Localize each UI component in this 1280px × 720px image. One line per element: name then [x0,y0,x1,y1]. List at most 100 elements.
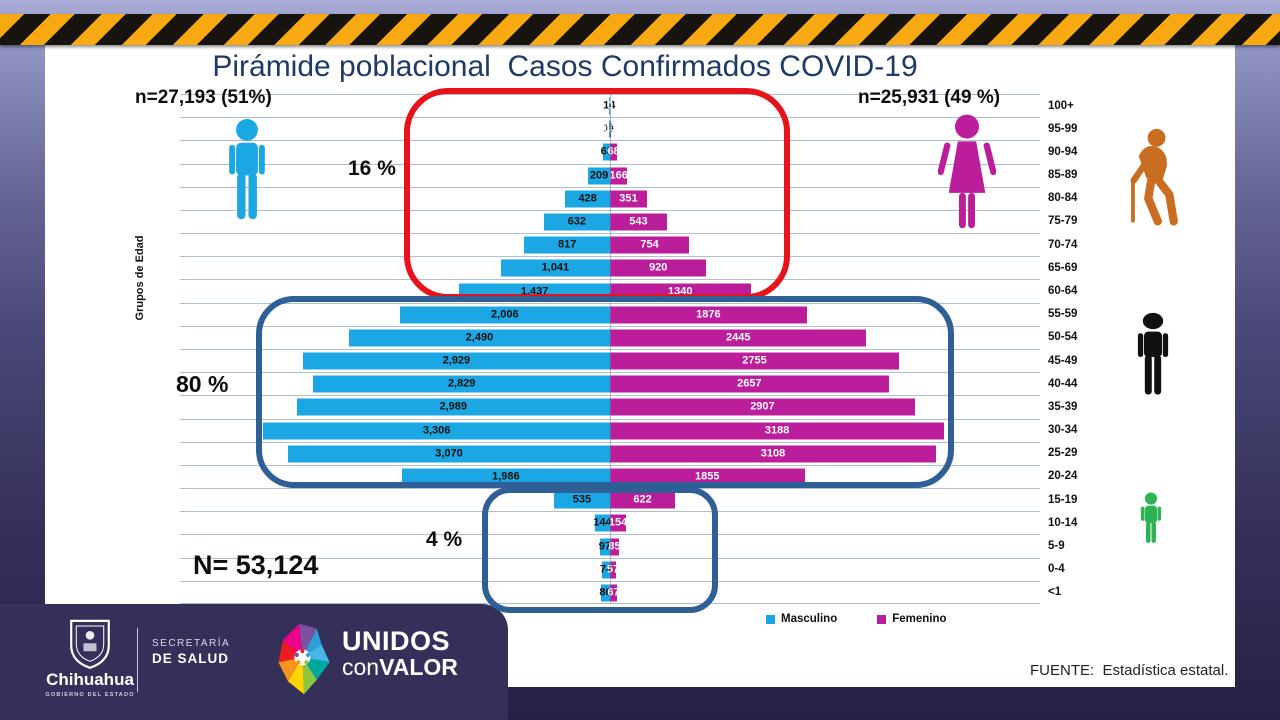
age-group-label: 35-39 [1048,400,1078,413]
footer-bar [0,604,508,720]
male-bar-value: 144 [593,516,612,529]
male-bar-value: 1,986 [492,470,520,483]
male-legend-label: Masculino [781,613,838,625]
age-group-label: 100+ [1048,99,1074,112]
female-bar: 754 [610,236,690,254]
legend-item-male: Masculino [766,613,837,625]
adult-icon [1137,312,1169,395]
brand-unidos: UNIDOS [342,626,451,656]
age-group-label: 75-79 [1048,215,1078,228]
male-bar-value: 3,070 [435,447,463,460]
male-bar-value: 2,490 [465,331,494,344]
age-group-label: 90-94 [1048,145,1078,158]
female-bar: 57 [606,561,620,579]
male-bar-value: 2,829 [447,377,476,390]
male-bar-value: 11 [604,121,616,138]
female-bar-value: 57 [606,563,620,576]
highlight-box-4pct [482,487,718,613]
male-bar-value: 817 [557,238,577,251]
brand-con: con [342,654,380,680]
age-group-label: 95-99 [1048,122,1078,135]
female-bar-value: 1876 [696,308,721,321]
male-bar: 535 [553,491,610,509]
age-group-label: 65-69 [1048,261,1078,274]
pct-label-top: 16 % [348,157,396,180]
child-icon [1140,492,1162,543]
female-bar: 351 [610,190,647,208]
age-group-label: 20-24 [1048,470,1078,483]
male-bar: 97 [598,538,612,556]
male-total-label: n=27,193 (51%) [135,87,272,108]
elderly-person-icon [1130,128,1178,226]
male-bar: 817 [524,236,610,254]
de-salud-label: DE SALUD [152,651,230,666]
female-bar: 2445 [610,329,867,347]
chihuahua-shield-logo [70,619,110,669]
male-bar-value: 86 [599,586,612,599]
pyramid-row: 2,006 1876 [180,302,1040,326]
male-bar-value: 14 [603,98,615,115]
female-legend-label: Femenino [892,613,947,625]
age-group-label: 50-54 [1048,331,1078,344]
grand-total-label: N= 53,124 [193,550,319,580]
female-bar-value: 543 [629,215,648,228]
male-bar: 144 [593,514,612,532]
gov-name: Chihuahua [46,670,134,689]
female-total-label: n=25,931 (49 %) [858,87,1001,108]
male-legend-swatch [766,614,775,624]
brand-valor: VALOR [379,654,458,680]
female-bar: 622 [610,491,676,509]
age-group-label: 45-49 [1048,354,1078,367]
page-title: Pirámide poblacional Casos Confirmados C… [212,50,918,83]
age-group-label: 85-89 [1048,169,1078,182]
male-bar: 14 [603,97,615,115]
male-bar-value: 632 [567,215,587,228]
age-group-label: 15-19 [1048,493,1078,506]
male-bar: 2,829 [313,375,610,393]
age-group-label: 60-64 [1048,285,1078,298]
male-bar-value: 209 [589,169,609,182]
female-bar: 3188 [610,422,945,440]
male-bar-value: 1,041 [541,261,570,274]
female-bar-value: 154 [608,516,628,529]
male-bar: 63 [600,143,613,161]
highlight-box-16pct [404,88,790,300]
pct-label-bottom: 4 % [426,528,463,551]
female-bar: 2755 [610,352,899,370]
footer-divider [137,628,138,692]
male-bar-value: 97 [598,540,612,553]
female-bar: 3108 [610,445,936,463]
male-bar-value: 74 [600,563,613,576]
female-bar: 1855 [610,468,805,486]
age-group-label: 30-34 [1048,424,1078,437]
male-bar-value: 2,006 [491,308,519,321]
pct-label-middle: 80 % [176,371,229,397]
age-group-label: 80-84 [1048,192,1078,205]
male-bar: 11 [604,120,615,138]
male-bar-value: 2,929 [442,354,471,367]
age-group-labels: 100+ 95-99 90-94 85-89 80-84 75-79 70-74 65-69 6… [1048,94,1108,604]
female-bar: 85 [608,538,621,556]
male-bar-value: 63 [600,145,613,158]
male-bar: 74 [600,561,613,579]
male-bar: 1,986 [401,468,610,486]
male-bar: 86 [599,584,612,602]
male-bar: 428 [565,190,610,208]
age-group-label: 0-4 [1048,563,1065,576]
female-bar: 543 [610,213,667,231]
female-bar-value: 2445 [725,331,751,344]
gov-subtitle: GOBIERNO DEL ESTADO [45,692,135,698]
age-group-label: 55-59 [1048,308,1078,321]
legend-item-female: Femenino [877,613,947,625]
male-bar-value: 2,989 [439,400,468,413]
male-bar-value: 3,306 [422,424,451,437]
secretaria-label: SECRETARÍA [152,638,231,649]
male-bar: 3,306 [263,422,610,440]
female-bar: 1876 [610,306,807,324]
female-bar-value: 920 [649,261,668,274]
male-bar: 2,929 [302,352,610,370]
male-bar: 209 [588,167,610,185]
pyramid-plot: 140111363682091664283516325438177541,041… [180,94,1040,604]
female-bar: 166 [610,167,628,185]
female-legend-swatch [877,614,887,624]
